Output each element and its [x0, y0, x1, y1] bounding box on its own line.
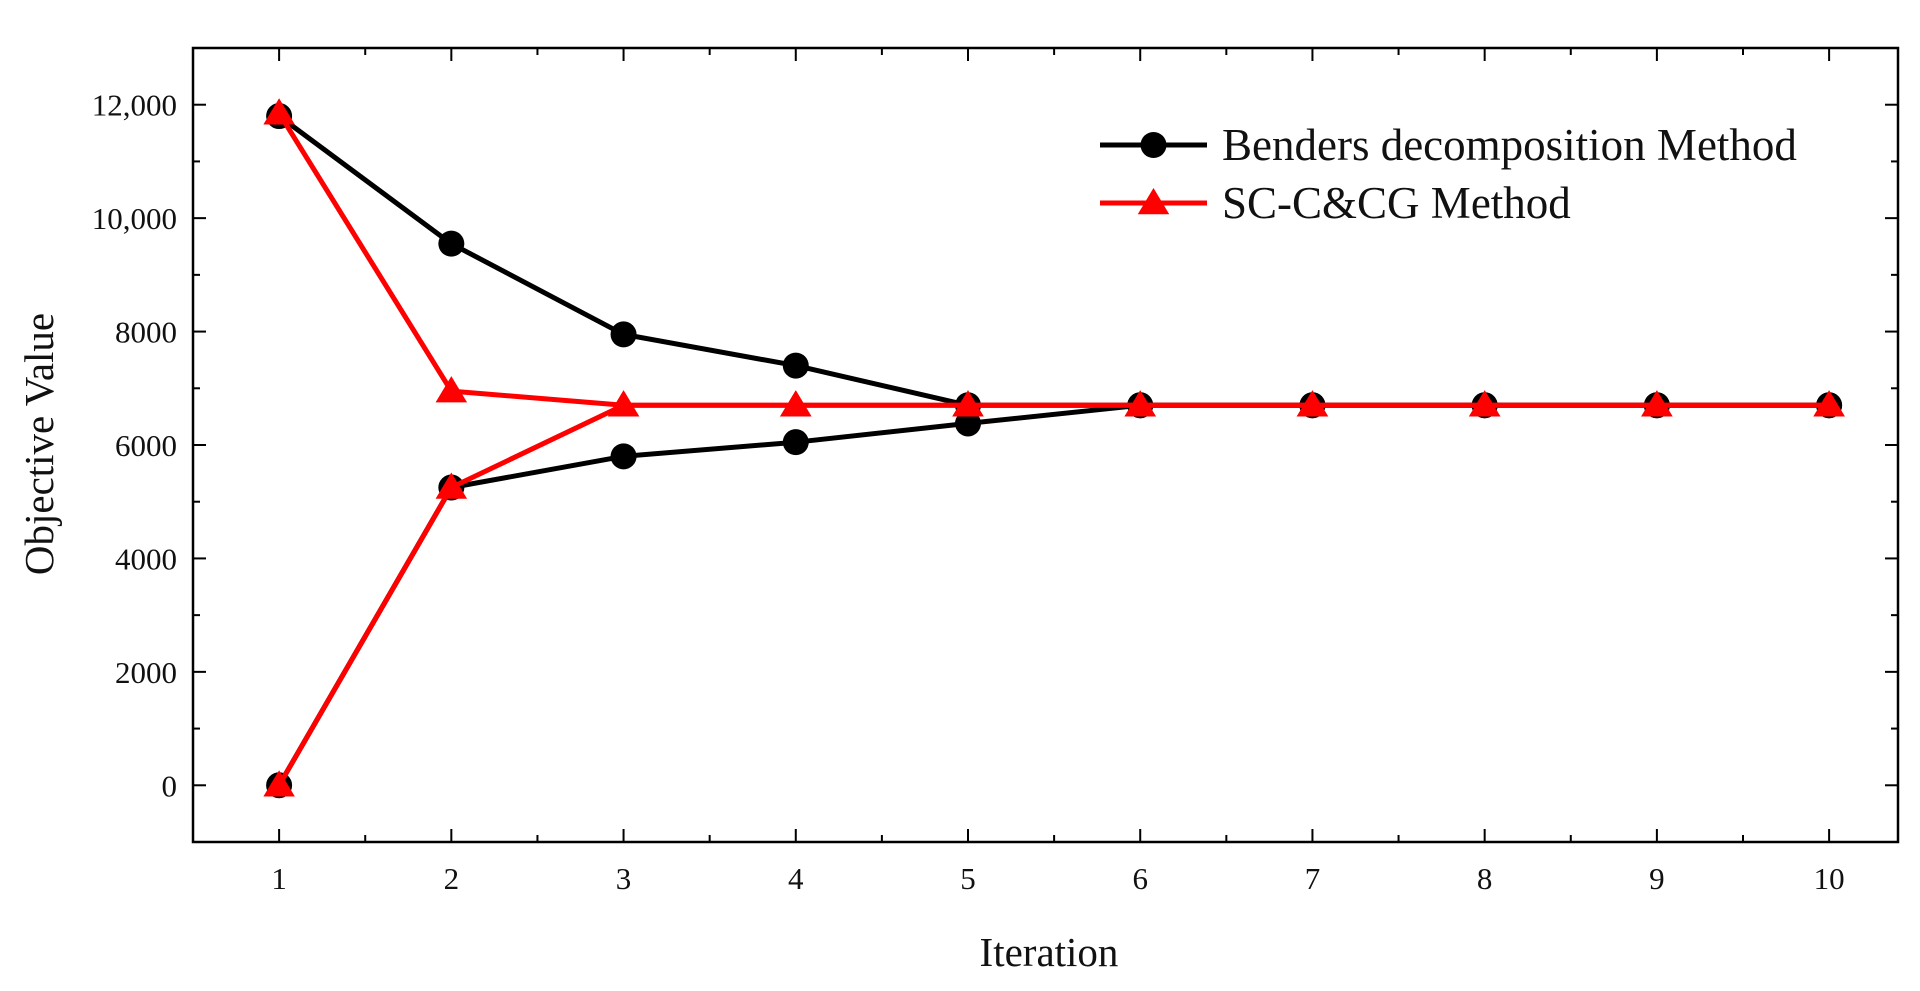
- lower-bound-point: [610, 443, 637, 470]
- lower-bound-line: [276, 402, 1830, 787]
- lower-bound-point: [780, 390, 812, 417]
- x-tick-label: 9: [1649, 861, 1665, 896]
- tick-marks: [192, 47, 1898, 843]
- x-tick-label: 10: [1814, 861, 1845, 896]
- lower-bound-point: [263, 770, 295, 797]
- y-tick-label: 10,000: [92, 201, 177, 236]
- legend-marker: [1137, 188, 1170, 215]
- lower-bound-point: [952, 390, 984, 417]
- x-tick-label: 4: [788, 861, 804, 896]
- legend: Benders decomposition Method SC-C&CG Meth…: [1100, 120, 1797, 228]
- y-tick-label: 0: [162, 768, 178, 803]
- y-tick-label: 6000: [115, 428, 177, 463]
- lower-bound-point: [955, 410, 981, 437]
- x-tick-label: 2: [444, 861, 460, 896]
- y-tick-label: 12,000: [92, 88, 177, 123]
- upper-bound-point: [435, 376, 468, 403]
- y-tick-label: 4000: [115, 541, 177, 576]
- upper-bound-point: [438, 230, 465, 257]
- lower-bound-point: [1641, 390, 1673, 417]
- lower-bound-point: [435, 472, 468, 499]
- lower-bound-point: [607, 390, 640, 417]
- legend-marker: [1140, 132, 1167, 158]
- y-axis-title: Objective Value: [16, 313, 62, 575]
- x-tick-label: 8: [1477, 861, 1493, 896]
- series-sc-ccg: [263, 98, 1845, 797]
- lower-bound-point: [1813, 390, 1845, 417]
- y-tick-label: 2000: [115, 655, 177, 690]
- legend-label: SC-C&CG Method: [1222, 178, 1571, 228]
- y-tick-label: 8000: [115, 315, 177, 350]
- x-tick-label: 6: [1132, 861, 1148, 896]
- x-tick-label: 7: [1305, 861, 1321, 896]
- legend-label: Benders decomposition Method: [1222, 120, 1797, 170]
- lower-bound-point: [1124, 390, 1156, 417]
- x-tick-label: 5: [960, 861, 976, 896]
- lower-bound-point: [1296, 390, 1329, 417]
- x-tick-label: 1: [271, 861, 287, 896]
- upper-bound-point: [263, 98, 295, 125]
- x-tick-label: 3: [616, 861, 632, 896]
- lower-bound-point: [782, 429, 809, 456]
- lower-bound-point: [1468, 390, 1501, 417]
- x-axis-title: Iteration: [980, 929, 1119, 975]
- series-group: [263, 98, 1845, 799]
- upper-bound-point: [782, 352, 809, 379]
- upper-bound-point: [610, 321, 637, 348]
- tick-labels: 1 2 3 4 5 6 7 8 9 10 0 2000 4000 6000 8000 10,000 12,000: [92, 88, 1845, 896]
- lower-bound-line: [276, 402, 1830, 787]
- series-benders: [266, 103, 1843, 799]
